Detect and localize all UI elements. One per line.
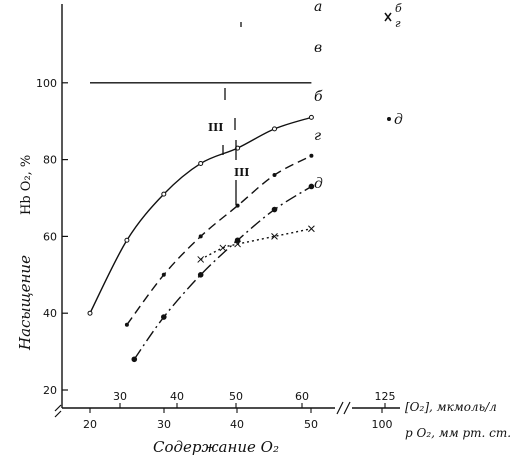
data-point [309,153,314,158]
x-axis-break-mark [336,401,351,415]
y-axis-title-main: Насыщение [16,255,34,351]
data-point [87,310,93,316]
error-bars [222,22,242,205]
y-tick-label: 60 [43,230,57,243]
annotation-iii-2: III [234,166,249,179]
data-point [272,126,277,132]
x-tick-label-top: 40 [170,390,184,403]
x-tick-label-top: 50 [229,390,243,403]
series-line [133,185,312,360]
y-tick-label: 20 [43,384,57,397]
data-point [308,225,315,233]
data-point [131,356,138,363]
legend-marker-label: д [394,112,403,128]
legend-symbol [387,117,391,121]
series-3: г [131,128,321,363]
data-point [198,234,203,239]
y-ticks: 20 40 60 80 100 [36,77,68,397]
x-tick-label-top: 125 [375,390,396,403]
series-label: б [314,89,323,105]
series-layer: а в б г д [87,0,323,363]
axes [54,4,400,418]
data-point [271,206,278,213]
x-axis-title: Содержание O₂ [153,438,279,456]
y-tick-label: 80 [43,154,57,167]
x-axis-top-label: [O₂], мкмоль/л [405,400,497,414]
x-ticks-bottom: 20 30 40 50 100 [83,408,393,431]
data-point [234,237,241,244]
data-point [271,233,278,240]
data-point [124,322,129,327]
y-axis-title-sub: Hb O₂, % [19,155,34,215]
series-line [200,228,312,261]
data-point [197,272,204,278]
x-tick-label-top: 60 [295,390,309,403]
y-axis-break-mark [54,404,62,418]
x-tick-label-bottom: 20 [83,418,97,431]
annotation-iii-1: III [208,121,223,134]
series-label: а [314,0,322,15]
legend-marker-label: б [395,2,402,15]
data-point [308,183,315,190]
legend-marker-label: г [395,17,401,30]
data-point [219,244,227,252]
series-line [126,155,312,326]
series-label: в [314,40,322,56]
x-tick-label-bottom: 100 [372,418,393,431]
data-point [124,237,130,243]
x-tick-label-bottom: 40 [230,418,244,431]
series-1: в [87,40,322,316]
series-label: г [314,128,321,144]
data-point [308,114,314,120]
data-point [161,314,167,320]
x-ticks-top: 30 40 50 60 125 [113,390,396,408]
y-tick-label: 100 [36,77,57,90]
series-2: б [124,89,323,327]
series-line [89,116,312,314]
y-tick-label: 40 [43,307,57,320]
data-point [272,172,277,177]
data-point [161,272,166,277]
data-point [234,240,241,248]
x-axis-bottom-label: p O₂, мм рт. ст. [405,426,511,440]
data-point [197,256,205,263]
x-tick-label-top: 30 [113,390,127,403]
series-label: д [314,176,323,192]
x-tick-label-bottom: 50 [304,418,318,431]
annotation-marks: III III [208,22,249,205]
data-point [198,160,204,166]
legend-markers: бг д [384,2,403,128]
series-4: д [197,176,323,263]
x-tick-label-bottom: 30 [157,418,171,431]
legend-symbol [384,12,392,22]
data-point [161,191,167,197]
series-0: а [90,0,322,84]
